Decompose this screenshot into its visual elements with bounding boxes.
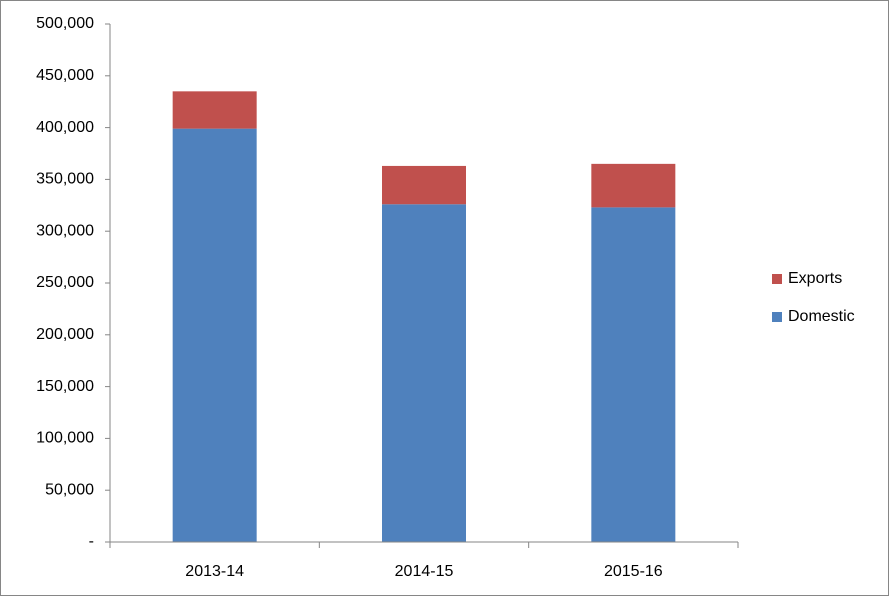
x-tick-label: 2015-16: [604, 563, 663, 580]
y-tick-label: 100,000: [36, 430, 94, 447]
bar-segment: [172, 91, 257, 129]
y-tick-label: 400,000: [36, 119, 94, 136]
y-tick-label: 450,000: [36, 67, 94, 84]
y-tick-label: 500,000: [36, 15, 94, 32]
bar-segment: [172, 128, 257, 543]
legend-swatch: [772, 312, 782, 322]
legend-label: Domestic: [788, 308, 855, 325]
y-tick-label: 150,000: [36, 378, 94, 395]
bar-segment: [382, 204, 466, 542]
legend-label: Exports: [788, 270, 842, 287]
x-tick-label: 2013-14: [185, 563, 244, 580]
y-tick-label: 250,000: [36, 274, 94, 291]
y-tick-label: -: [89, 533, 94, 550]
y-tick-label: 200,000: [36, 326, 94, 343]
y-tick-label: 300,000: [36, 222, 94, 239]
bar-segment: [591, 207, 676, 542]
legend-swatch: [772, 274, 782, 284]
x-tick-label: 2014-15: [395, 563, 454, 580]
bar-segment: [591, 163, 676, 208]
bar-segment: [382, 165, 466, 205]
y-tick-label: 350,000: [36, 171, 94, 188]
y-tick-label: 50,000: [45, 481, 94, 498]
